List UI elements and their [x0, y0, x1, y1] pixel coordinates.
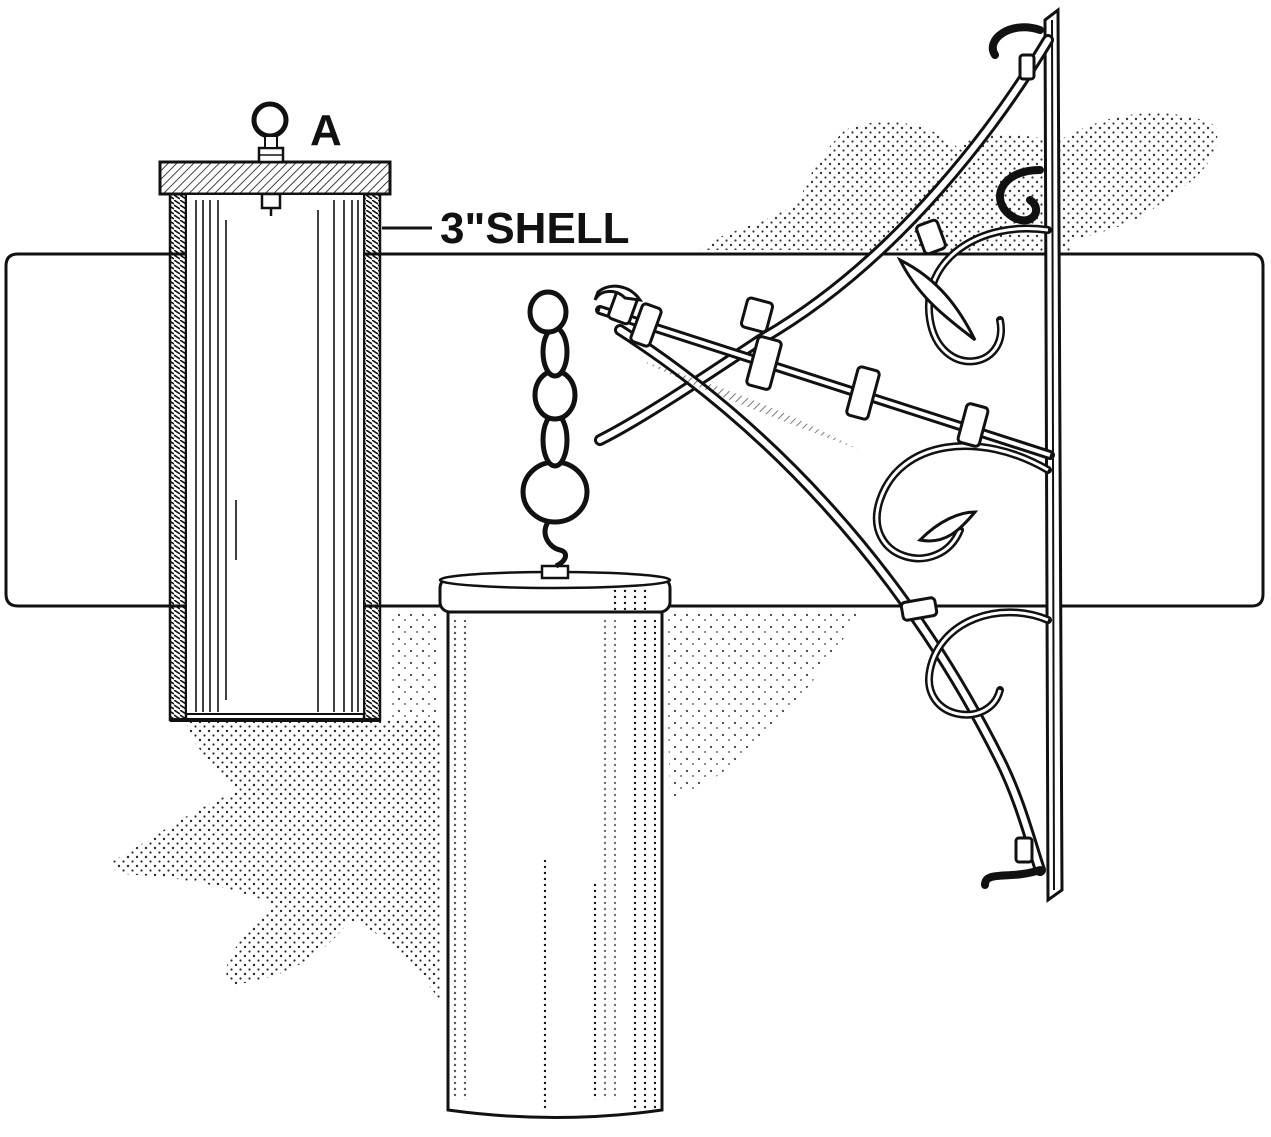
bracket-band	[956, 402, 990, 448]
bracket-leaf-upper	[896, 256, 977, 342]
scroll-top-flourish	[996, 166, 1044, 225]
bracket-band	[745, 335, 783, 391]
bracket-band	[915, 218, 947, 256]
eyebolt-label: A	[310, 106, 342, 155]
chain-link	[540, 411, 570, 469]
shell-label: 3"SHELL	[440, 204, 630, 253]
chain-link	[520, 459, 590, 525]
bracket-leaf-lower	[916, 510, 979, 543]
bracket-band	[845, 365, 881, 421]
chain-link	[527, 289, 569, 335]
bracket-band	[1018, 53, 1036, 81]
eye-bolt	[251, 101, 289, 216]
hanging-bell	[438, 564, 672, 1119]
chain	[520, 289, 590, 569]
chain-link	[540, 325, 570, 379]
bracket-tip	[593, 284, 644, 302]
shell-cutaway	[158, 101, 392, 722]
bracket-band	[899, 596, 939, 622]
scroll-top-hook	[988, 23, 1044, 59]
bell-body	[446, 610, 664, 1119]
board-shadow-left	[390, 610, 440, 720]
shell-cap	[158, 160, 392, 196]
bracket-shadow	[700, 113, 1218, 255]
wall-bracket	[593, 6, 1064, 903]
bracket-band	[629, 302, 663, 348]
shell-interior	[185, 193, 365, 715]
shell-left-wall	[168, 192, 188, 722]
bracket-band	[1014, 836, 1034, 864]
bell-shadow	[665, 610, 860, 800]
scroll-bottom-hook	[981, 866, 1044, 889]
bracket-band	[739, 296, 775, 334]
shell-right-wall	[362, 192, 382, 722]
lower-left-shadow	[111, 720, 440, 1000]
chain-hook	[542, 520, 568, 569]
